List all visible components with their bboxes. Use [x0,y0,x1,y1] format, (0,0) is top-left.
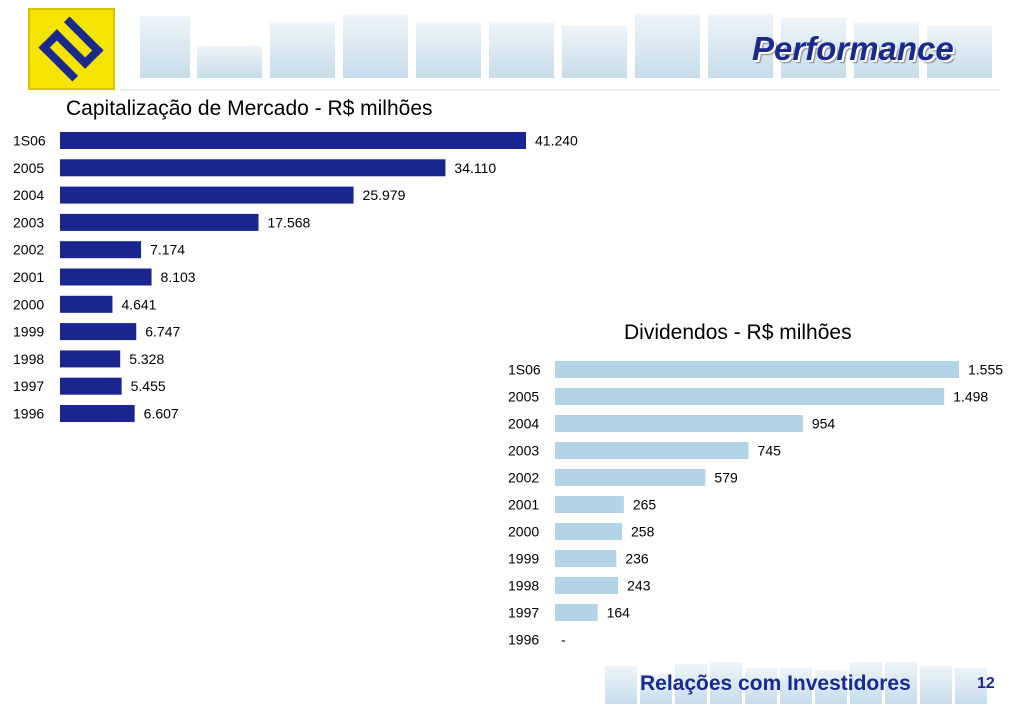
data-label: 579 [714,470,738,486]
category-label: 1998 [13,351,44,367]
category-label: 2003 [508,443,539,459]
page-title: Performance [752,30,954,67]
category-label: 2000 [13,296,44,312]
data-label: 745 [758,443,782,459]
data-label: 1.498 [953,389,988,405]
bar [555,550,617,567]
dividends-chart: 1S06 1.555 2005 1.498 2004 954 2003 745 2002 579 2… [508,361,1003,648]
category-label: 2001 [508,497,539,513]
bar [60,186,354,204]
header-skyline [140,14,992,78]
data-label: - [561,632,566,648]
category-label: 1998 [508,578,539,594]
category-label: 1997 [13,378,44,394]
bar [60,241,142,259]
bar [555,361,959,378]
logo-icon [28,8,115,90]
category-label: 2002 [13,242,44,258]
footer-banner [605,662,987,704]
category-label: 1996 [508,632,539,648]
category-label: 1S06 [13,133,46,149]
data-label: 236 [625,551,649,567]
market-cap-chart: 1S06 41.240 2005 34.110 2004 25.979 2003 17.568… [13,132,578,422]
category-label: 1S06 [508,362,541,378]
bar [555,415,803,432]
category-label: 2004 [13,187,44,203]
category-label: 1997 [508,605,539,621]
data-label: 954 [812,416,836,432]
category-label: 2000 [508,524,539,540]
category-label: 2005 [508,389,539,405]
category-label: 1996 [13,406,44,422]
data-label: 25.979 [363,187,406,203]
dividends-chart-title: Dividendos - R$ milhões [624,321,852,344]
bar [555,523,623,540]
bar [60,350,121,368]
bar [60,213,259,231]
header-banner [28,8,1000,91]
market-cap-chart-title: Capitalização de Mercado - R$ milhões [66,97,433,120]
data-label: 164 [607,605,631,621]
category-label: 2003 [13,214,44,230]
bar [60,295,113,313]
bar [60,405,135,422]
category-label: 2001 [13,269,44,285]
data-label: 258 [631,524,655,540]
bar [555,577,619,594]
footer-label: Relações com Investidores [640,672,911,695]
category-label: 1999 [508,551,539,567]
category-label: 1999 [13,324,44,340]
bar [60,159,446,177]
page-number: 12 [977,675,995,692]
bar [60,377,122,395]
bar [60,268,152,286]
category-label: 2005 [13,160,44,176]
data-label: 4.641 [121,296,156,312]
data-label: 265 [633,497,657,513]
bar [555,604,598,621]
data-label: 8.103 [161,269,196,285]
bar [60,132,526,149]
data-label: 6.607 [144,406,179,422]
data-label: 5.328 [129,351,164,367]
data-label: 1.555 [968,362,1003,378]
bar [555,442,749,459]
data-label: 34.110 [454,160,496,176]
bar [555,469,706,486]
category-label: 2004 [508,416,539,432]
data-label: 7.174 [150,242,185,258]
bar [555,388,945,405]
data-label: 5.455 [131,378,166,394]
bar [555,496,624,513]
bar [60,323,137,341]
data-label: 17.568 [268,214,311,230]
data-label: 243 [627,578,651,594]
category-label: 2002 [508,470,539,486]
data-label: 6.747 [145,324,180,340]
data-label: 41.240 [535,133,578,149]
